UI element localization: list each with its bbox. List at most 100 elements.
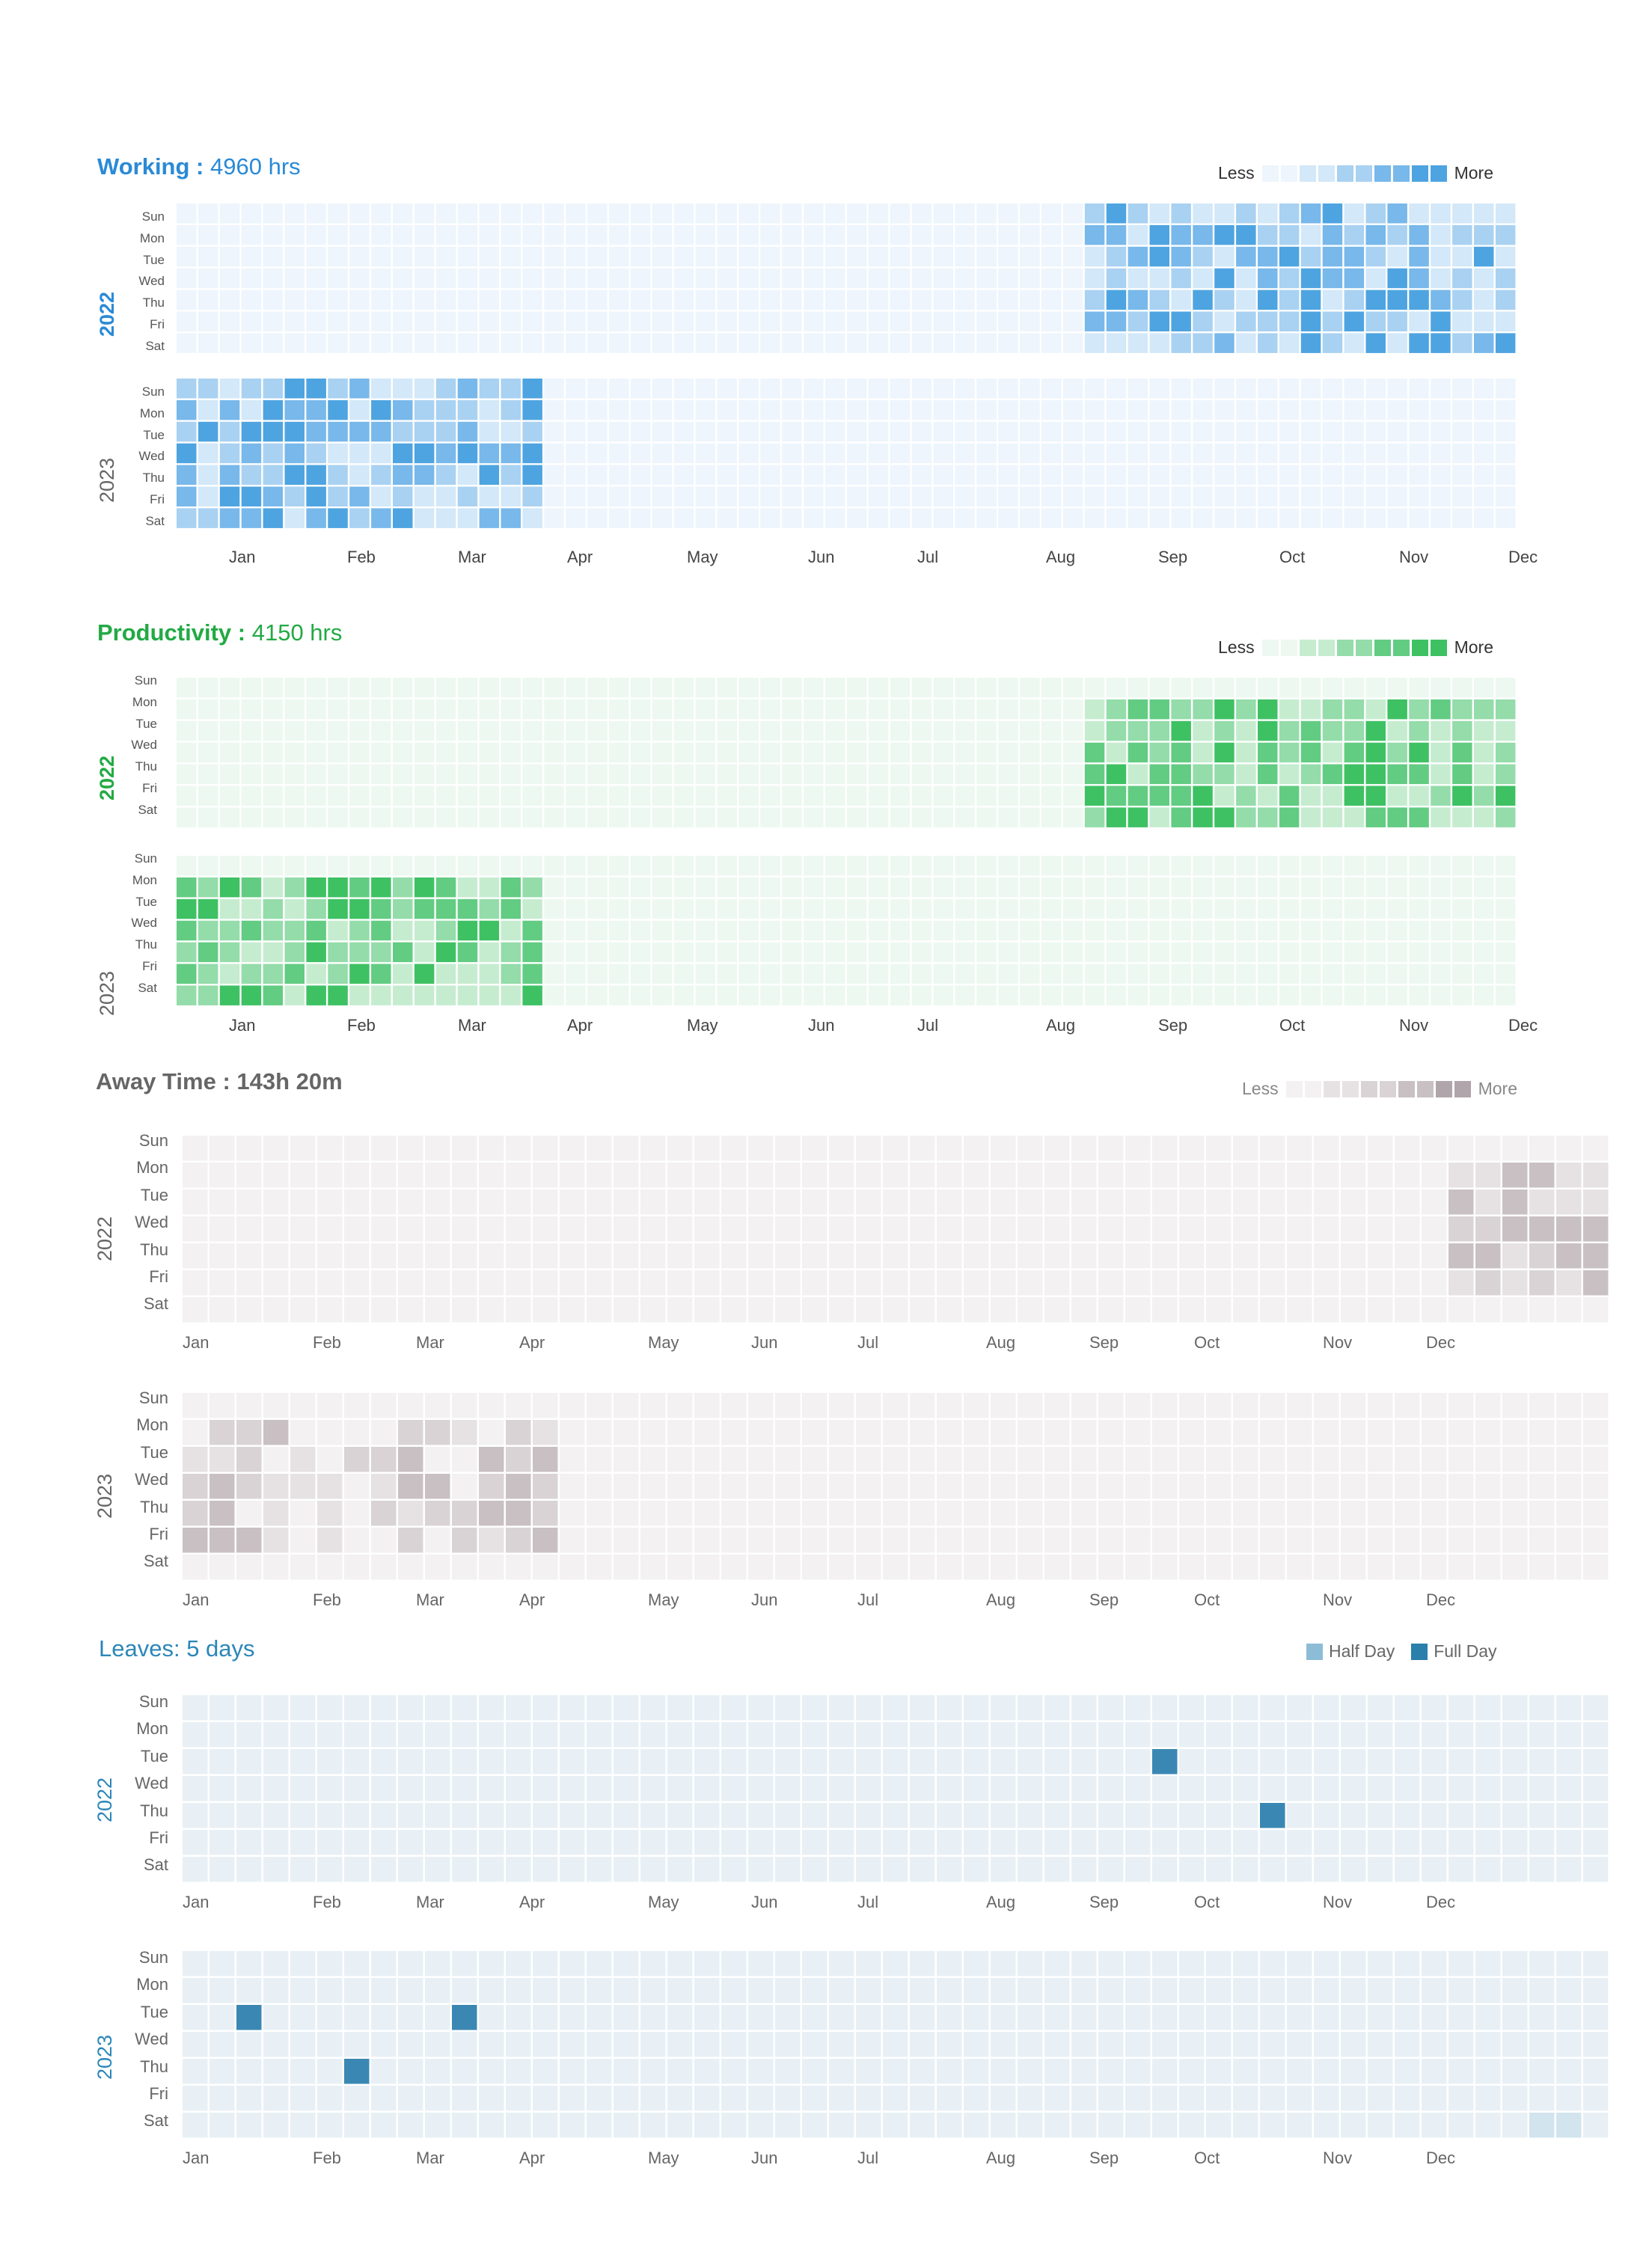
productivity-cell — [1431, 877, 1451, 898]
leaves-cell — [910, 1722, 935, 1748]
leaves-cell — [587, 1830, 612, 1855]
leaves-cell — [721, 2059, 747, 2084]
away-cell — [991, 1447, 1016, 1472]
productivity-cell — [1171, 764, 1191, 785]
productivity-cell — [1474, 742, 1494, 763]
working-cell — [1409, 311, 1429, 331]
away-cell — [1556, 1447, 1582, 1472]
away-cell — [344, 1136, 370, 1161]
away-cell — [236, 1474, 262, 1499]
productivity-cell — [1128, 699, 1148, 720]
working-cell — [457, 443, 478, 464]
leaves-cell — [398, 1695, 423, 1721]
leaves-cell — [829, 2005, 854, 2030]
working-cell — [479, 311, 500, 331]
productivity-cell — [1171, 807, 1191, 827]
month-label-dec: Dec — [1426, 1893, 1456, 1911]
leaves-cell — [991, 1695, 1016, 1721]
productivity-cell — [609, 699, 629, 720]
working-cell — [1149, 268, 1169, 289]
leaves-cell — [640, 1776, 666, 1801]
leaves-cell — [856, 1695, 881, 1721]
productivity-cell — [1409, 720, 1429, 741]
working-cell — [1236, 268, 1256, 289]
working-cell — [414, 333, 435, 353]
working-cell — [695, 268, 716, 289]
leaves-cell — [479, 1857, 504, 1882]
working-cell — [284, 224, 305, 245]
productivity-cell — [328, 898, 348, 919]
productivity-cell — [1452, 964, 1472, 984]
away-cell — [1529, 1447, 1555, 1472]
productivity-cell — [241, 786, 262, 806]
away-cell — [802, 1474, 827, 1499]
working-cell — [933, 268, 953, 289]
productivity-cell — [890, 898, 911, 919]
away-cell — [829, 1136, 854, 1161]
productivity-cell — [1041, 720, 1062, 741]
productivity-cell — [1171, 964, 1191, 984]
productivity-cell — [609, 964, 629, 984]
leaves-cell — [560, 1722, 585, 1748]
leaves-cell — [1341, 1951, 1366, 1976]
working-cell — [1193, 399, 1213, 420]
away-cell — [829, 1555, 854, 1580]
away-cell — [506, 1270, 531, 1296]
month-label-oct: Oct — [1194, 1893, 1220, 1911]
away-cell — [533, 1501, 558, 1526]
day-label-tue: Tue — [140, 1442, 168, 1462]
away-legend-swatch — [1323, 1080, 1340, 1097]
productivity-cell — [177, 964, 197, 984]
working-cell — [652, 421, 673, 442]
working-cell — [804, 333, 824, 353]
leaves-cell — [910, 1749, 935, 1774]
working-cell — [219, 246, 240, 267]
leaves-cell — [694, 1803, 720, 1828]
leaves-cell — [317, 2032, 343, 2057]
leaves-cell — [533, 1857, 558, 1882]
working-cell — [955, 465, 975, 486]
leaves-cell — [937, 1749, 962, 1774]
away-cell — [1125, 1555, 1151, 1580]
productivity-cell — [1365, 942, 1386, 963]
productivity-cell — [1236, 877, 1256, 898]
away-cell — [1395, 1189, 1420, 1215]
leaves-cell — [964, 1803, 989, 1828]
away-cell — [1152, 1555, 1178, 1580]
productivity-cell — [219, 856, 240, 876]
working-cell — [673, 508, 694, 528]
away-cell — [290, 1243, 316, 1269]
productivity-cell — [695, 898, 716, 919]
working-cell — [1452, 333, 1472, 353]
away-cell — [1287, 1297, 1312, 1323]
working-cell — [804, 465, 824, 486]
productivity-cell — [263, 742, 284, 763]
away-cell — [883, 1474, 908, 1499]
productivity-cell — [652, 964, 673, 984]
away-cell — [721, 1243, 747, 1269]
working-cell — [1365, 421, 1386, 442]
working-cell — [760, 203, 780, 224]
leaves-cell — [479, 1951, 504, 1976]
leaves-cell — [694, 2086, 720, 2111]
working-cell — [630, 246, 651, 267]
leaves-cell — [479, 1776, 504, 1801]
leaves-cell — [1125, 1830, 1151, 1855]
away-cell — [640, 1555, 666, 1580]
working-cell — [760, 443, 780, 464]
away-cell — [1260, 1216, 1285, 1242]
productivity-cell — [1474, 964, 1494, 984]
leaves-cell — [1206, 1978, 1232, 2003]
working-cell — [717, 486, 737, 506]
productivity-cell — [782, 964, 802, 984]
away-year-2023: 2023 — [94, 1473, 116, 1519]
away-cell — [910, 1270, 935, 1296]
away-cell — [1314, 1555, 1339, 1580]
away-cell — [1260, 1136, 1285, 1161]
month-label-sep: Sep — [1158, 548, 1188, 566]
leaves-cell — [667, 1857, 693, 1882]
productivity-cell — [1300, 678, 1321, 698]
leaves-cell — [452, 1722, 477, 1748]
working-cell — [1214, 246, 1235, 267]
away-cell — [614, 1243, 639, 1269]
